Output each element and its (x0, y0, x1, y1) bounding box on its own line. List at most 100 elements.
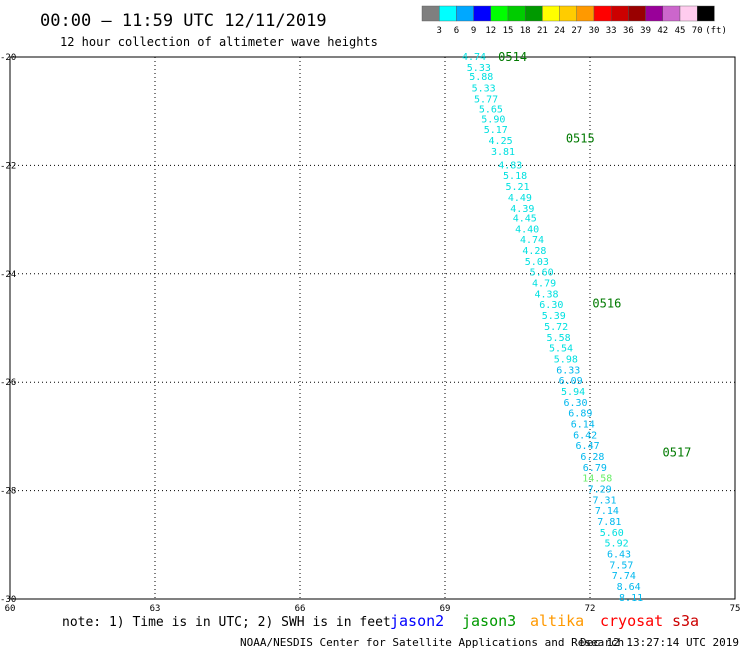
colorbar-unit: (ft) (705, 26, 727, 36)
swh-value-label: 7.81 (597, 517, 621, 528)
colorbar-swatch (576, 5, 595, 22)
satellite-name-s3a: s3a (672, 612, 699, 630)
colorbar-tick-label: 21 (537, 26, 548, 36)
swh-value-label: 6.30 (563, 398, 587, 409)
colorbar-tick-label: 33 (606, 26, 617, 36)
colorbar-tick-label: 3 (436, 26, 441, 36)
figure-subtitle: 12 hour collection of altimeter wave hei… (60, 35, 378, 49)
swh-value-label: 5.90 (481, 114, 505, 125)
colorbar-swatch (628, 5, 646, 22)
swh-value-label: 7.14 (595, 506, 619, 517)
swh-value-label: 6.14 (571, 419, 595, 430)
x-tick-label: 60 (5, 604, 16, 614)
y-tick-label: -26 (0, 378, 16, 388)
colorbar-tick-label: 12 (485, 26, 496, 36)
plot-area: -20-22-24-26-28-30 60 63 66 69 72 75 4.745.33… (0, 50, 740, 614)
swh-value-label: 4.40 (515, 224, 539, 235)
y-tick-label: -20 (0, 53, 16, 63)
colorbar-swatch (439, 5, 457, 22)
satellite-name-jason3: jason3 (462, 612, 516, 630)
pass-label: 0515 (566, 131, 595, 145)
swh-value-label: 4.83 (498, 160, 522, 171)
pass-label: 0516 (592, 297, 621, 311)
colorbar-swatch (645, 5, 663, 22)
colorbar-swatch (421, 5, 440, 22)
swh-value-label: 4.28 (522, 246, 546, 257)
swh-value-label: 4.79 (532, 279, 556, 290)
swh-value-label: 5.33 (467, 63, 491, 74)
y-tick-label: -22 (0, 161, 16, 171)
colorbar-swatch (559, 5, 577, 22)
x-tick-label: 66 (295, 604, 306, 614)
swh-value-label: 8.11 (619, 593, 643, 604)
swh-value-label: 4.45 (513, 214, 537, 225)
swh-value-label: 7.74 (612, 571, 636, 582)
colorbar-tick-label: 18 (520, 26, 531, 36)
swh-value-label: 5.92 (605, 539, 629, 550)
swh-value-label: 5.72 (544, 322, 568, 333)
colorbar-swatch (662, 5, 681, 22)
swh-value-label: 5.94 (561, 387, 585, 398)
y-tick-labels: -20 -22 -24 -26 -28 -30 (0, 53, 16, 605)
swh-value-label: 6.33 (556, 365, 580, 376)
pass-label: 0514 (498, 50, 527, 64)
swh-value-label: 5.33 (472, 83, 496, 94)
colorbar-swatch (679, 5, 698, 22)
x-tick-label: 63 (150, 604, 161, 614)
swh-value-label: 14.58 (582, 474, 612, 485)
satellite-name-altika: altika (530, 612, 584, 630)
y-tick-label: -30 (0, 595, 16, 605)
swh-labels: 4.745.335.885.335.775.655.905.174.253.81… (462, 52, 643, 604)
swh-value-label: 4.25 (489, 136, 513, 147)
colorbar-tick-label: 24 (554, 26, 565, 36)
y-tick-label: -24 (0, 270, 16, 280)
colorbar-swatch (611, 5, 629, 22)
x-tick-label: 75 (730, 604, 740, 614)
colorbar-tick-label: 15 (503, 26, 514, 36)
colorbar-swatch (542, 5, 560, 22)
swh-value-label: 6.42 (573, 430, 597, 441)
swh-value-label: 4.49 (508, 193, 532, 204)
colorbar-tick-label: 42 (657, 26, 668, 36)
colorbar-swatch (593, 5, 612, 22)
swh-value-label: 7.31 (592, 495, 616, 506)
swh-value-label: 8.64 (617, 582, 641, 593)
figure-title: 00:00 — 11:59 UTC 12/11/2019 (40, 11, 327, 31)
colorbar-swatch (456, 5, 474, 22)
swh-value-label: 5.77 (474, 94, 498, 105)
swh-value-label: 3.81 (491, 147, 515, 158)
colorbar-swatch (473, 5, 492, 22)
swh-value-label: 6.43 (607, 550, 631, 561)
colorbar-tick-label: 70 (692, 26, 703, 36)
swh-value-label: 6.47 (576, 441, 600, 452)
colorbar-tick-label: 6 (454, 26, 459, 36)
plot-frame (9, 56, 736, 600)
swh-value-label: 5.60 (530, 268, 554, 279)
swh-value-label: 4.38 (534, 289, 558, 300)
y-tick-label: -28 (0, 487, 16, 497)
colorbar-tick-label: 30 (589, 26, 600, 36)
colorbar-swatch (697, 5, 715, 22)
pass-labels: 0514 0515 0516 0517 (498, 50, 691, 460)
colorbar-tick-label: 39 (640, 26, 651, 36)
swh-value-label: 5.17 (484, 125, 508, 136)
x-tick-label: 72 (585, 604, 596, 614)
swh-value-label: 5.03 (525, 257, 549, 268)
colorbar-tick-label: 9 (471, 26, 476, 36)
satellite-name-cryosat: cryosat (600, 612, 663, 630)
swh-value-label: 5.21 (505, 182, 529, 193)
timestamp-text: Dec 12 13:27:14 UTC 2019 (580, 636, 739, 649)
swh-value-label: 5.58 (547, 333, 571, 344)
satellite-name-jason2: jason2 (390, 612, 444, 630)
swh-value-label: 5.98 (554, 354, 578, 365)
x-tick-labels: 60 63 66 69 72 75 (5, 604, 740, 614)
swh-value-label: 5.65 (479, 105, 503, 116)
swh-value-label: 5.39 (542, 311, 566, 322)
swh-value-label: 4.74 (520, 235, 544, 246)
satellite-legend: jason2 jason3 altika cryosat s3a (390, 612, 699, 630)
colorbar-swatch (490, 5, 509, 22)
colorbar-legend: 3 6 9 12 15 18 21 24 27 30 33 36 39 42 45 70 (ft) (421, 5, 727, 36)
swh-value-label: 6.79 (583, 463, 607, 474)
swh-value-label: 5.60 (600, 528, 624, 539)
